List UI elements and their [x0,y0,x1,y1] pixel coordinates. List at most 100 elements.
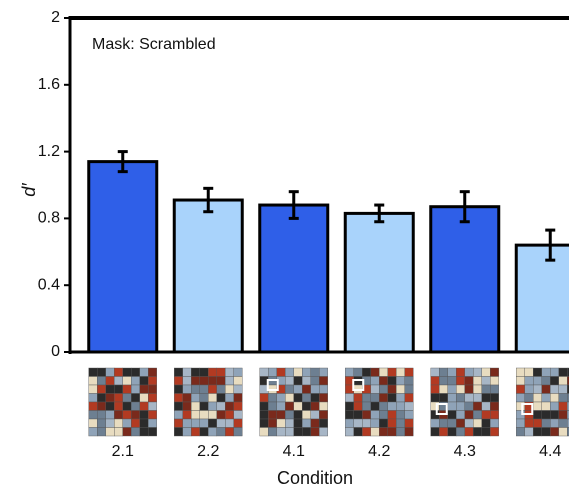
thumbnail-cell [447,384,457,394]
thumbnail-cell [550,418,559,428]
thumbnail-cell [139,418,149,428]
thumbnail-cell [88,401,98,411]
thumbnail-cell [473,367,482,377]
thumbnail-cell [370,376,380,386]
thumbnail-cell [558,376,568,386]
thumbnail-cell [473,401,482,411]
thumbnail-cell [276,427,286,437]
thumbnail-cell [208,418,217,428]
thumbnail-cell [550,393,559,403]
thumbnail-cell [105,384,115,394]
thumbnail-cell [97,410,106,420]
thumbnail-cell [199,401,209,411]
thumbnail-cell [533,418,542,428]
y-tick-label: 0.4 [38,276,60,293]
thumbnail-cell [122,401,132,411]
thumbnail-cell [387,410,397,420]
thumbnail-cell [567,376,569,386]
thumbnail-cell [379,376,388,386]
thumbnail-cell [302,384,311,394]
thumbnail-cell [379,401,388,411]
thumbnail-cell [293,367,303,377]
y-axis-label: d′ [19,183,39,197]
thumbnail-cell [464,384,474,394]
thumbnail-cell [268,410,277,420]
bar [258,203,330,354]
thumbnail-cell [550,367,559,377]
thumbnail-cell [541,427,551,437]
thumbnail-cell [199,384,209,394]
thumbnail-cell [225,418,234,428]
thumbnail-cell [541,393,551,403]
thumbnail-cell [439,384,448,394]
thumbnail-cell [139,367,149,377]
thumbnail-cell [225,410,234,420]
thumbnail-cell [97,401,106,411]
thumbnail-cell [105,367,115,377]
thumbnail-cell [114,418,123,428]
thumbnail-cell [216,410,226,420]
target-marker [266,379,279,391]
thumbnail-cell [276,393,286,403]
thumbnail-cell [524,384,534,394]
thumbnail-cell [148,418,157,428]
thumbnail-cell [105,410,115,420]
thumbnail-cell [105,393,115,403]
thumbnail-cell [131,427,140,437]
thumbnail-cell [567,401,569,411]
thumbnail-cell [524,367,534,377]
thumbnail-cell [430,427,440,437]
thumbnail-cell [558,410,568,420]
thumbnail-cell [139,393,149,403]
thumbnail-cell [473,418,482,428]
thumbnail-cell [131,410,140,420]
thumbnail-cell [404,418,414,428]
thumbnail-cell [105,427,115,437]
thumbnail-cell [174,376,183,386]
thumbnail-cell [174,427,183,437]
thumbnail-cell [310,393,320,403]
thumbnail-cell [310,418,320,428]
thumbnail-cell [233,410,243,420]
thumbnail-cell [387,401,397,411]
thumbnail-cell [550,410,559,420]
thumbnail-cell [439,427,448,437]
thumbnail-cell [139,427,149,437]
thumbnail-cell [208,393,217,403]
thumbnail-cell [379,367,388,377]
thumbnail-cell [208,376,217,386]
thumbnail-cell [259,427,269,437]
thumbnail-cell [293,376,303,386]
thumbnail-cell [208,367,217,377]
thumbnail-cell [567,410,569,420]
thumbnail-cell [550,384,559,394]
thumbnail-cell [199,367,209,377]
thumbnail-cell [541,401,551,411]
thumbnail-cell [216,393,226,403]
thumbnail-cell [122,410,132,420]
target-marker [352,379,365,391]
x-tick-label: 4.4 [539,443,561,460]
thumbnail-cell [114,427,123,437]
thumbnail-cell [268,418,277,428]
x-tick-label: 2.2 [197,443,219,460]
thumbnail-cell [216,418,226,428]
thumbnail-cell [122,427,132,437]
thumbnail-cell [293,401,303,411]
thumbnail-cell [191,376,200,386]
thumbnail-cell [233,427,243,437]
thumbnail-cell [464,418,474,428]
thumbnail-cell [516,376,525,386]
thumbnail-cell [97,427,106,437]
thumbnail-cell [225,384,234,394]
thumbnail-cell [473,410,482,420]
thumbnail-cell [439,418,448,428]
thumbnail-cell [473,427,482,437]
thumbnail-cell [473,393,482,403]
thumbnail-cell [481,376,491,386]
bar [343,211,415,354]
thumbnail-cell [148,410,157,420]
thumbnail-cell [208,401,217,411]
thumbnail-cell [490,418,499,428]
